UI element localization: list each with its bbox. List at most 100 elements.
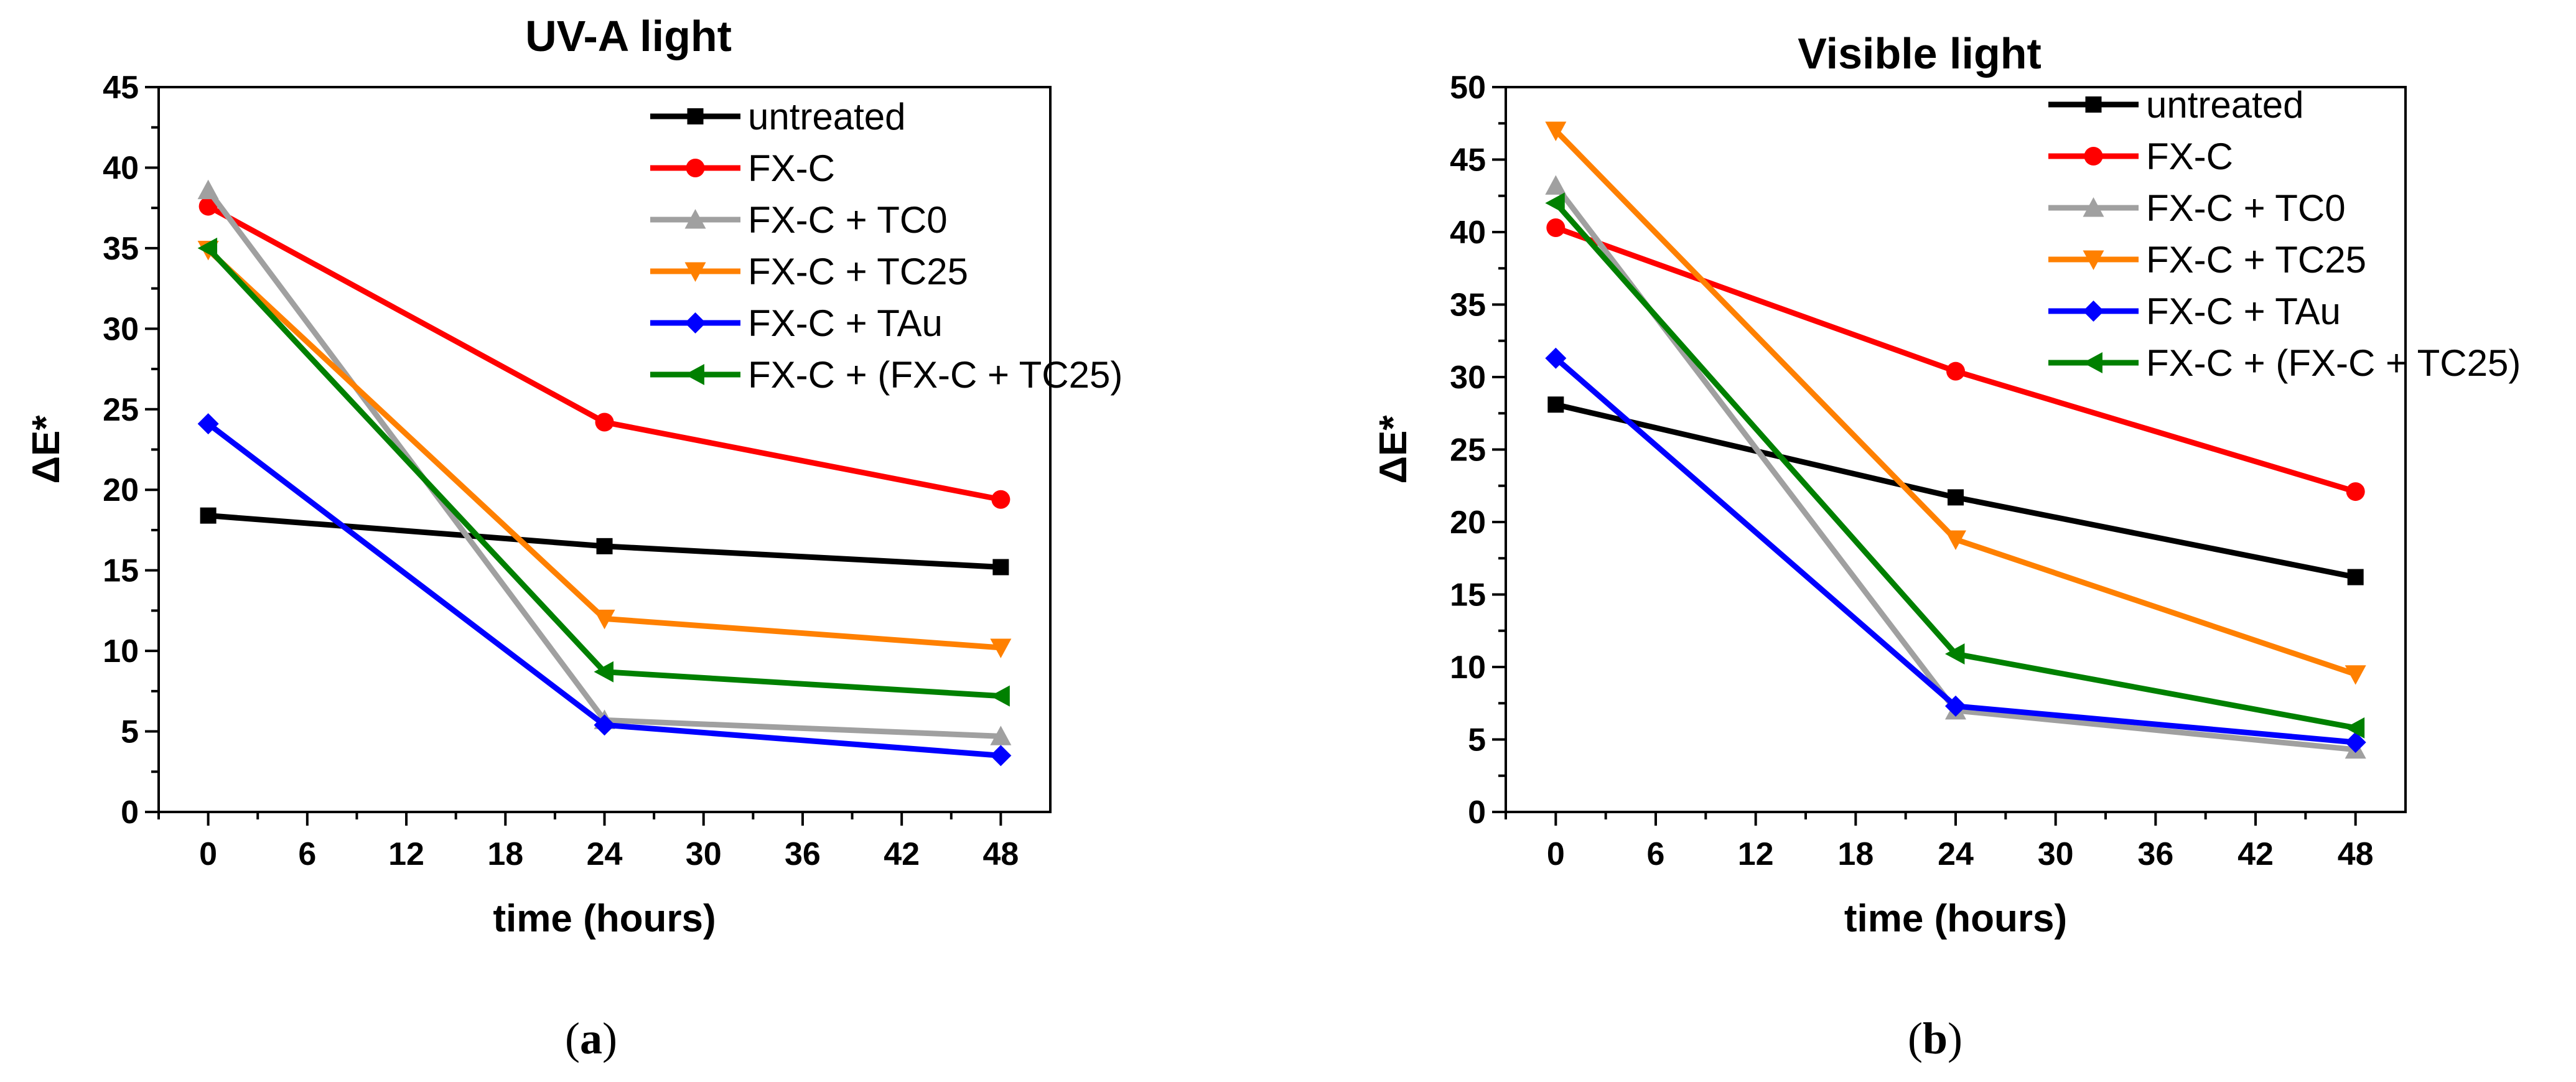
y-tick-label: 30 <box>103 311 139 347</box>
y-tick-label: 40 <box>1450 215 1486 251</box>
y-tick-label: 25 <box>103 392 139 428</box>
caption-paren: ) <box>1948 1014 1962 1063</box>
data-point <box>1547 396 1564 413</box>
data-point <box>594 714 615 736</box>
y-tick-label: 0 <box>1468 795 1486 831</box>
data-point <box>1545 347 1567 369</box>
legend-item: FX-C + (FX-C + TC25) <box>650 354 1122 396</box>
legend-label: FX-C + TC25 <box>2146 239 2366 281</box>
legend-label: FX-C + TC0 <box>2146 187 2346 229</box>
chart-title: Visible light <box>1798 29 2042 78</box>
legend-label: FX-C + TAu <box>748 302 943 344</box>
y-tick-label: 15 <box>103 553 139 589</box>
series-1 <box>198 197 1010 509</box>
data-point <box>2347 569 2364 585</box>
legend-item: FX-C + TC25 <box>650 251 968 292</box>
legend-swatch-marker <box>2083 197 2104 217</box>
x-tick-label: 12 <box>388 836 424 872</box>
legend-item: FX-C + TC0 <box>2048 187 2346 229</box>
legend-label: FX-C + TAu <box>2146 291 2341 332</box>
data-point <box>2345 665 2366 685</box>
legend-item: FX-C + TC0 <box>650 199 948 241</box>
x-tick-label: 0 <box>199 836 217 872</box>
data-point <box>2345 717 2365 739</box>
data-point <box>1545 192 1565 214</box>
x-tick-label: 42 <box>884 836 920 872</box>
y-tick-label: 40 <box>103 150 139 186</box>
x-tick-label: 6 <box>1647 836 1665 872</box>
x-tick-label: 24 <box>1938 836 1974 872</box>
y-tick-label: 45 <box>1450 142 1486 179</box>
figure-caption: (a) <box>565 1014 617 1063</box>
x-tick-label: 6 <box>298 836 316 872</box>
legend-swatch-marker <box>684 364 704 385</box>
legend-label: FX-C <box>2146 136 2233 177</box>
caption-letter: b <box>1923 1014 1948 1063</box>
x-axis-label: time (hours) <box>1844 897 2067 940</box>
series-line <box>1554 356 2356 745</box>
y-tick-label: 20 <box>1450 505 1486 541</box>
data-point <box>1948 489 1964 506</box>
legend-item: FX-C + TAu <box>2048 291 2341 332</box>
series-4 <box>197 413 1012 767</box>
y-tick-label: 5 <box>1468 722 1486 758</box>
legend-item: FX-C <box>650 147 835 189</box>
data-point <box>990 745 1012 767</box>
legend-swatch-marker <box>684 262 706 282</box>
plot-frame <box>157 86 1052 813</box>
x-tick-label: 24 <box>587 836 623 872</box>
legend-item: FX-C + (FX-C + TC25) <box>2048 342 2521 384</box>
legend-item: FX-C <box>2048 136 2233 177</box>
legend: untreated FX-C FX-C + TC0 FX-C + TC25 FX-C +… <box>2048 84 2521 384</box>
legend-swatch-marker <box>684 312 706 333</box>
caption-paren: ( <box>565 1014 580 1063</box>
y-tick-label: 35 <box>1450 287 1486 324</box>
legend-item: untreated <box>2048 84 2304 126</box>
legend-swatch-marker <box>684 209 706 229</box>
legend-swatch-marker <box>2084 147 2103 166</box>
x-tick-label: 42 <box>2238 836 2274 872</box>
data-point <box>1946 361 1965 381</box>
x-tick-label: 36 <box>785 836 821 872</box>
legend-swatch-marker <box>2083 352 2102 373</box>
data-point <box>594 661 614 683</box>
y-tick-label: 20 <box>103 472 139 508</box>
chart-uva-light: UV-A light 0 5 10 15 20 25 30 35 40 45 0 6 12 18 24 30 36… <box>25 12 1122 1063</box>
figure-caption: (b) <box>1908 1014 1962 1063</box>
legend-item: FX-C + TC25 <box>2048 239 2366 281</box>
legend-label: FX-C + (FX-C + TC25) <box>748 354 1122 396</box>
legend-item: untreated <box>650 96 906 138</box>
data-point <box>198 197 218 216</box>
data-point <box>1945 643 1965 665</box>
caption-paren: ( <box>1908 1014 1923 1063</box>
data-point <box>596 538 613 554</box>
x-tick-label: 30 <box>2038 836 2074 872</box>
y-tick-label: 50 <box>1450 70 1486 106</box>
data-point <box>2346 482 2365 501</box>
caption-letter: a <box>580 1014 602 1063</box>
series-5 <box>197 237 1010 707</box>
legend-label: FX-C + (FX-C + TC25) <box>2146 342 2521 384</box>
x-tick-label: 18 <box>487 836 523 872</box>
y-tick-label: 5 <box>121 714 139 750</box>
legend-swatch-marker <box>2083 301 2104 322</box>
y-tick-label: 35 <box>103 231 139 267</box>
series-3 <box>1545 121 2366 685</box>
data-point <box>991 490 1010 509</box>
data-point <box>1545 121 1567 141</box>
x-tick-label: 30 <box>686 836 722 872</box>
x-tick-label: 18 <box>1837 836 1874 872</box>
y-tick-label: 0 <box>121 795 139 831</box>
y-tick-label: 45 <box>103 70 139 106</box>
legend-item: FX-C + TAu <box>650 302 943 344</box>
legend-label: untreated <box>748 96 906 138</box>
legend-label: untreated <box>2146 84 2304 126</box>
legend-label: FX-C + TC0 <box>748 199 948 241</box>
y-tick-label: 30 <box>1450 360 1486 396</box>
series-5 <box>1545 192 2365 739</box>
x-tick-label: 12 <box>1738 836 1774 872</box>
data-point <box>197 413 219 435</box>
data-point <box>1545 175 1567 195</box>
data-point <box>990 638 1012 658</box>
data-point <box>197 237 218 259</box>
